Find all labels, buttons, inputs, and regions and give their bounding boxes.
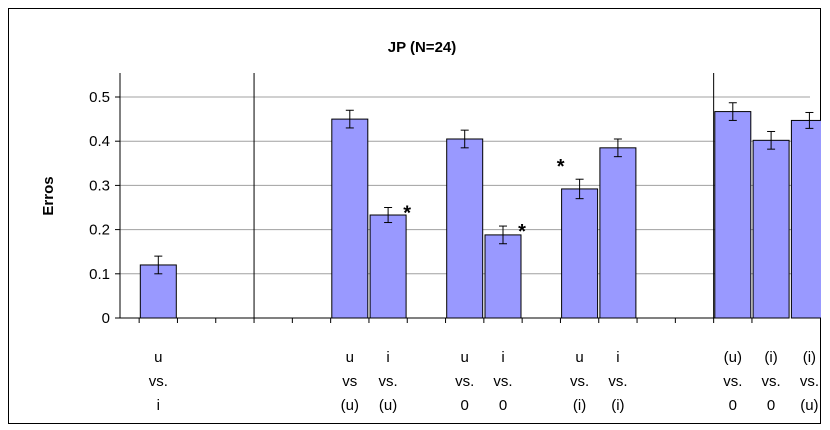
y-axis-label: Erros [40, 176, 57, 215]
chart-border [8, 8, 821, 424]
category-label: u [461, 349, 469, 366]
labels: 0 0.1 0.2 0.3 0.4 0.5 u vs. i u vs (u) * i vs. (u) u vs. 0… [89, 89, 819, 414]
y-tick-label: 0.2 [89, 222, 110, 239]
bar [369, 214, 407, 319]
bar [561, 188, 599, 319]
group-separators [253, 73, 715, 318]
category-label: i [386, 349, 389, 366]
category-label: (u) [379, 397, 397, 414]
bar-chart: JP (N=24) Erros 0 0.1 0.2 0.3 0.4 0.5 u vs. i u vs… [8, 8, 828, 424]
y-tick-label: 0.3 [89, 177, 110, 194]
category-label: vs. [723, 373, 742, 390]
category-label: vs. [149, 373, 168, 390]
category-label: i [157, 397, 160, 414]
significance-marker: * [557, 156, 565, 178]
category-label: u [575, 349, 583, 366]
bar [331, 118, 369, 319]
bar [714, 111, 752, 319]
y-tick-label: 0.4 [89, 133, 110, 150]
category-label: 0 [729, 397, 737, 414]
y-tick-label: 0 [102, 310, 110, 327]
bar [790, 119, 828, 319]
bar [752, 139, 790, 319]
category-label: 0 [767, 397, 775, 414]
category-label: u [154, 349, 162, 366]
bar [446, 138, 484, 319]
category-label: (u) [800, 397, 818, 414]
category-label: i [501, 349, 504, 366]
bars [139, 102, 828, 319]
category-label: 0 [461, 397, 469, 414]
significance-marker: * [518, 221, 526, 243]
category-label: (i) [803, 349, 816, 366]
category-label: (i) [573, 397, 586, 414]
category-label: vs. [493, 373, 512, 390]
chart-frame: JP (N=24) Erros 0 0.1 0.2 0.3 0.4 0.5 u vs. i u vs… [8, 8, 828, 424]
category-label: vs. [608, 373, 627, 390]
category-label: vs. [762, 373, 781, 390]
bar [484, 234, 522, 319]
chart-title: JP (N=24) [388, 39, 457, 56]
category-label: vs. [379, 373, 398, 390]
significance-marker: * [403, 203, 411, 225]
bar [599, 147, 637, 319]
category-label: (i) [764, 349, 777, 366]
category-label: vs. [800, 373, 819, 390]
category-label: (u) [341, 397, 359, 414]
category-label: vs. [570, 373, 589, 390]
category-label: i [616, 349, 619, 366]
category-label: vs. [455, 373, 474, 390]
y-tick-label: 0.1 [89, 266, 110, 283]
category-label: (i) [611, 397, 624, 414]
y-tick-label: 0.5 [89, 89, 110, 106]
category-label: vs [342, 373, 357, 390]
category-label: (u) [724, 349, 742, 366]
category-label: u [346, 349, 354, 366]
category-label: 0 [499, 397, 507, 414]
axes [115, 73, 775, 323]
